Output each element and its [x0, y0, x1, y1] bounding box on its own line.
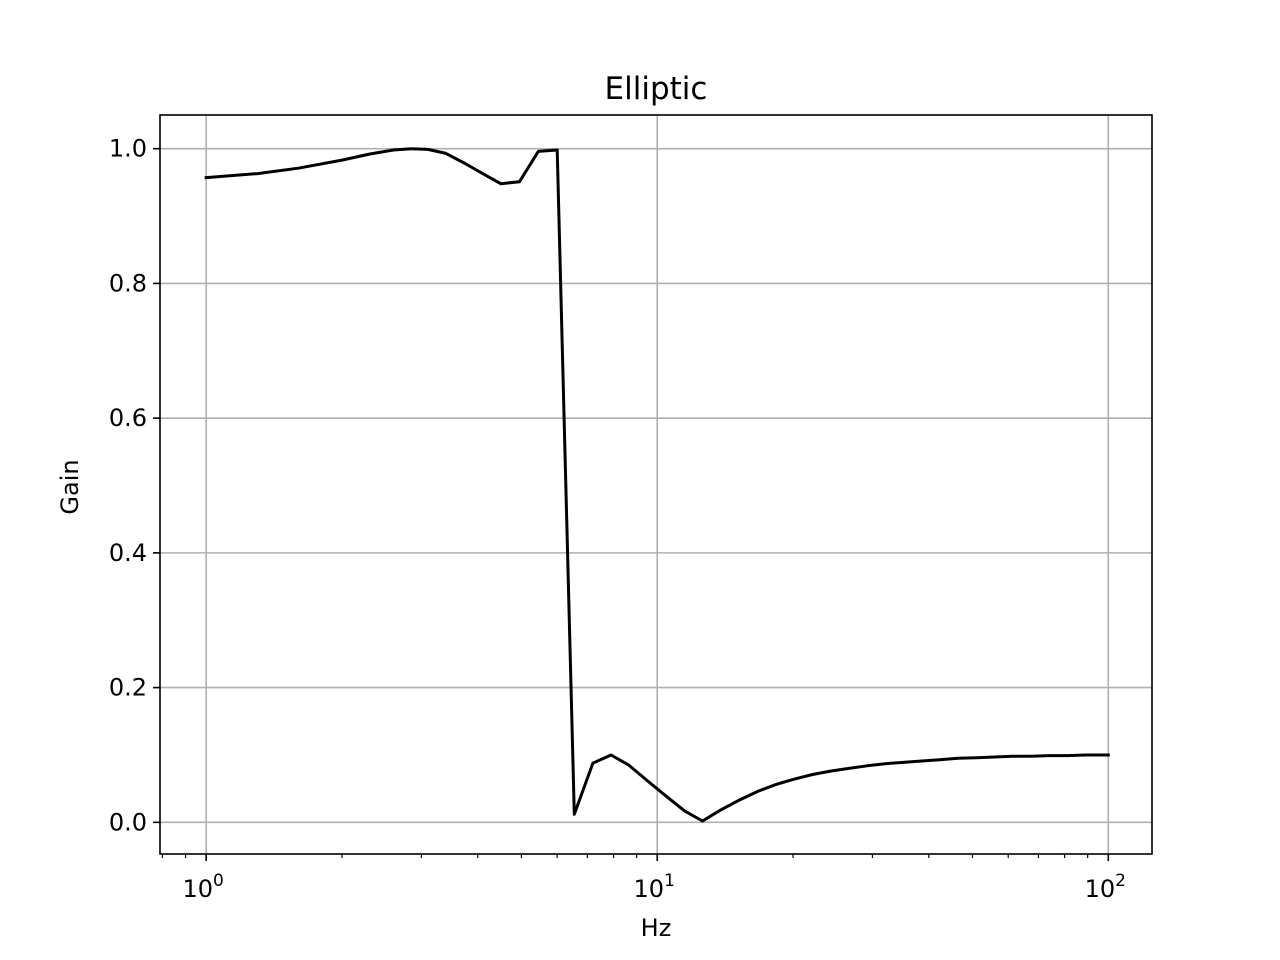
y-tick-label: 0.4 [109, 539, 147, 567]
y-tick-label: 0.8 [109, 269, 147, 297]
x-tick-label: 101 [634, 871, 675, 903]
x-tick-exponent: 1 [664, 871, 675, 891]
x-tick-exponent: 2 [1115, 871, 1126, 891]
data-series [204, 147, 1110, 823]
y-tick-label: 0.6 [109, 404, 147, 432]
y-tick-label: 1.0 [109, 135, 147, 163]
x-tick-label: 102 [1085, 871, 1126, 903]
series-line [204, 147, 1110, 823]
grid-lines [160, 115, 1152, 854]
plot-frame [159, 114, 1153, 855]
chart-title: Elliptic [605, 71, 708, 107]
x-tick-label: 100 [182, 871, 223, 903]
y-tick-label: 0.0 [109, 808, 147, 836]
x-tick-base: 10 [634, 875, 665, 903]
x-tick-base: 10 [1085, 875, 1116, 903]
y-tick-label: 0.2 [109, 674, 147, 702]
x-tick-exponent: 0 [213, 871, 224, 891]
y-axis-label: Gain [56, 459, 84, 514]
x-tick-base: 10 [182, 875, 213, 903]
x-axis-label: Hz [641, 914, 672, 942]
